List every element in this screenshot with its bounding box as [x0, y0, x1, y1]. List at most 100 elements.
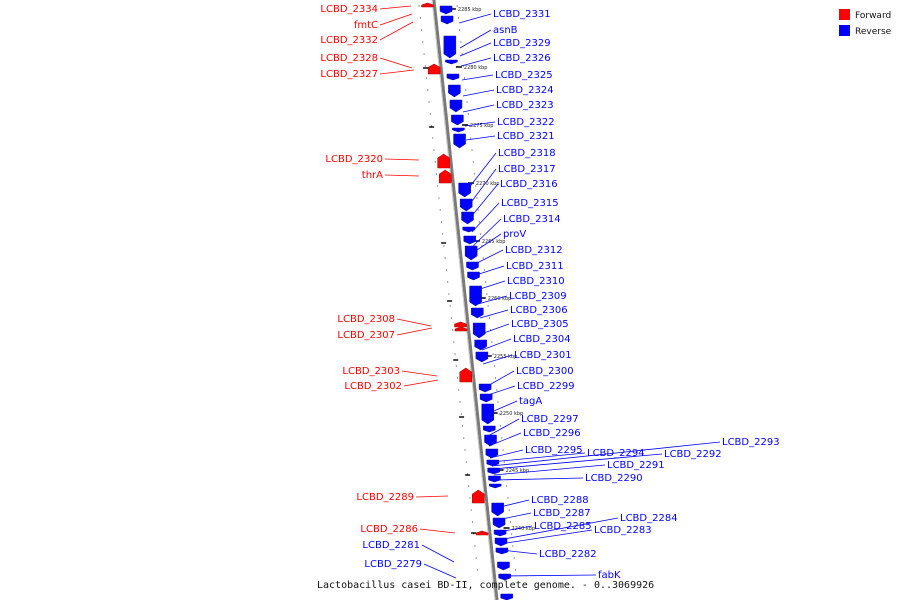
reverse-leader-line [486, 400, 518, 415]
reverse-gene-label: LCBD_2297 [521, 414, 579, 425]
reverse-gene-label: LCBD_2318 [498, 148, 556, 159]
reverse-gene-arrow [464, 245, 478, 261]
reverse-gene-arrow [487, 467, 500, 475]
reverse-leader-line [462, 104, 495, 113]
reverse-gene-label: fabK [598, 570, 621, 581]
forward-leader-line [396, 327, 433, 336]
kbp-tick-label: 2285 kbp [458, 7, 482, 13]
legend-forward-swatch [839, 9, 850, 20]
reverse-gene-arrow [458, 182, 471, 198]
backbone [432, 0, 499, 600]
reverse-leader-line [492, 453, 663, 470]
reverse-leader-line [494, 477, 584, 481]
reverse-gene-label: proV [503, 229, 526, 240]
reverse-gene-label: LCBD_2323 [496, 100, 554, 111]
reverse-gene-label: LCBD_2311 [506, 261, 564, 272]
reverse-gene-label: LCBD_2294 [587, 448, 645, 459]
reverse-gene-arrow [474, 339, 487, 351]
reverse-leader-line [480, 323, 510, 335]
reverse-gene-label: LCBD_2315 [501, 198, 559, 209]
reverse-gene-arrow [479, 393, 493, 403]
reverse-gene-arrow [449, 99, 463, 113]
kbp-tick-label: 2240 kbp [512, 526, 536, 532]
reverse-gene-arrow [472, 322, 486, 339]
forward-leader-line [403, 379, 439, 387]
forward-leader-line [379, 13, 413, 26]
reverse-leader-line [482, 354, 513, 365]
reverse-leader-line [483, 370, 515, 389]
forward-gene-arrow [427, 63, 441, 75]
legend-forward-label: Forward [855, 11, 891, 21]
forward-leader-line [379, 21, 414, 41]
forward-gene-label: thrA [362, 170, 383, 181]
forward-gene-arrow [472, 489, 485, 504]
forward-gene-label: LCBD_2332 [320, 35, 378, 46]
reverse-leader-line [465, 135, 496, 141]
forward-gene-label: LCBD_2320 [325, 154, 383, 165]
forward-gene-label: LCBD_2307 [337, 330, 395, 341]
forward-leader-line [396, 318, 432, 327]
forward-gene-label: LCBD_2308 [337, 314, 395, 325]
forward-leader-line [379, 69, 415, 75]
reverse-gene-label: LCBD_2295 [525, 445, 583, 456]
reverse-gene-label: LCBD_2329 [493, 38, 551, 49]
reverse-leader-line [498, 517, 619, 541]
reverse-leader-line [458, 13, 492, 24]
reverse-gene-arrow [491, 502, 504, 517]
reverse-gene-label: LCBD_2322 [497, 117, 555, 128]
reverse-gene-label: LCBD_2282 [539, 549, 597, 560]
reverse-gene-label: LCBD_2296 [523, 428, 581, 439]
forward-gene-label: LCBD_2281 [362, 540, 420, 551]
reverse-gene-arrow [439, 5, 453, 15]
reverse-gene-label: LCBD_2314 [503, 214, 561, 225]
legend-reverse-label: Reverse [855, 27, 892, 37]
reverse-gene-label: LCBD_2290 [585, 473, 643, 484]
forward-gene-label: LCBD_2279 [364, 559, 422, 570]
forward-gene-arrow [454, 321, 467, 328]
forward-leader-line [421, 544, 455, 563]
reverse-leader-line [464, 121, 496, 127]
legend-reverse-swatch [839, 25, 850, 36]
reverse-leader-line [462, 89, 495, 97]
reverse-gene-label: LCBD_2283 [594, 525, 652, 536]
reverse-gene-label: LCBD_2309 [509, 291, 567, 302]
legend: Forward Reverse [839, 9, 892, 37]
forward-gene-arrow [454, 326, 468, 332]
reverse-leader-line [499, 529, 593, 545]
kbp-tick-label: 2280 kbp [464, 65, 488, 71]
reverse-gene-label: LCBD_2310 [507, 276, 565, 287]
reverse-leader-line [468, 168, 497, 206]
reverse-gene-label: asnB [493, 25, 518, 36]
forward-gene-label: LCBD_2328 [320, 53, 378, 64]
reverse-gene-label: LCBD_2305 [511, 319, 569, 330]
forward-gene-arrow [421, 2, 434, 8]
kbp-tick-label: 2260 kbp [488, 296, 512, 302]
reverse-leader-line [487, 418, 520, 437]
reverse-gene-label: LCBD_2300 [516, 366, 574, 377]
reverse-gene-arrow [494, 537, 508, 547]
forward-gene-label: LCBD_2327 [320, 69, 378, 80]
reverse-gene-label: LCBD_2291 [607, 460, 665, 471]
forward-leader-line [415, 495, 449, 498]
reverse-gene-arrow [440, 15, 454, 25]
reverse-gene-arrow [445, 59, 458, 65]
forward-gene-label: LCBD_2334 [320, 4, 378, 15]
reverse-gene-label: LCBD_2288 [531, 495, 589, 506]
forward-leader-line [379, 57, 413, 69]
backbone-highlight [431, 0, 496, 600]
reverse-gene-arrow [443, 35, 457, 59]
reverse-gene-label: LCBD_2331 [493, 9, 551, 20]
forward-leader-line [379, 5, 412, 10]
genome-caption: Lactobacillus casei BD-II, complete geno… [317, 580, 654, 591]
reverse-gene-arrow [475, 351, 489, 363]
reverse-leader-line [461, 74, 494, 81]
reverse-gene-label: LCBD_2321 [497, 131, 555, 142]
kbp-tick-label: 2245 kbp [506, 468, 530, 474]
reverse-gene-label: LCBD_2304 [513, 334, 571, 345]
reverse-leader-line [473, 233, 502, 253]
reverse-leader-line [477, 295, 508, 305]
reverse-gene-arrow [467, 271, 480, 281]
reverse-gene-arrow [448, 84, 461, 98]
kbp-tick-label: 2275 kbp [470, 123, 494, 129]
